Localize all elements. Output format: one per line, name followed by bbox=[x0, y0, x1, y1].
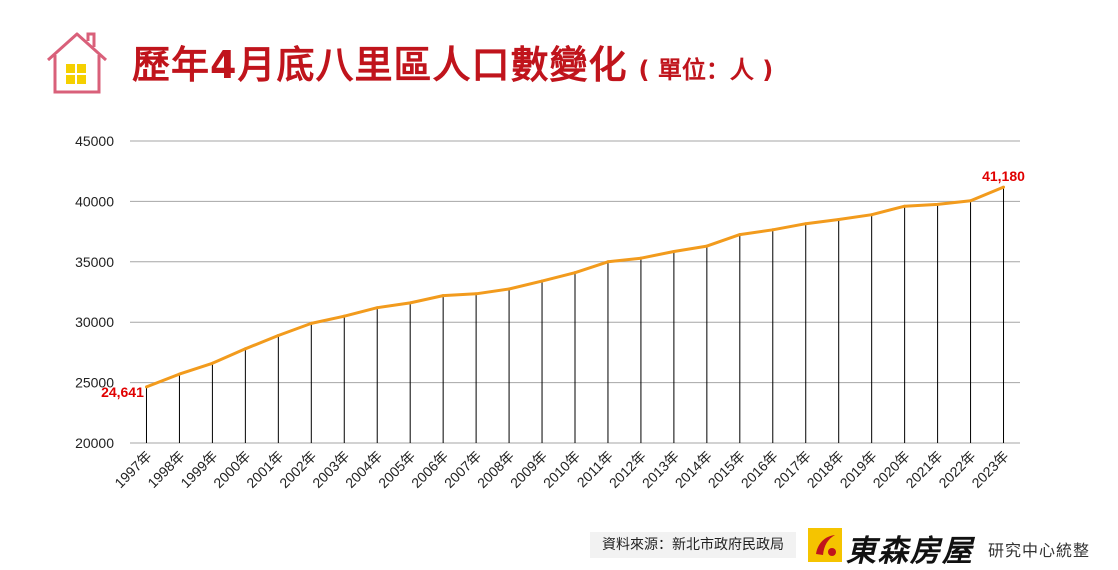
data-label: 24,641 bbox=[101, 384, 144, 400]
data-point bbox=[771, 228, 775, 232]
data-point bbox=[573, 271, 577, 275]
data-point bbox=[408, 301, 412, 305]
data-point bbox=[969, 199, 973, 203]
unit-label: ( 單位：人 ) bbox=[638, 56, 774, 84]
data-point bbox=[210, 361, 214, 365]
data-point bbox=[738, 233, 742, 237]
data-point bbox=[243, 347, 247, 351]
data-point bbox=[177, 372, 181, 376]
data-label: 41,180 bbox=[982, 168, 1025, 184]
chart-title: 歷年4月底八里區人口數變化 bbox=[132, 43, 628, 87]
data-point bbox=[342, 314, 346, 318]
x-tick-label: 2010年 bbox=[540, 448, 583, 491]
y-tick-label: 20000 bbox=[75, 435, 114, 451]
data-point bbox=[705, 244, 709, 248]
brand-name: 東森房屋 bbox=[846, 534, 974, 569]
data-point bbox=[474, 292, 478, 296]
data-point bbox=[936, 202, 940, 206]
house-with-window-icon bbox=[46, 32, 108, 94]
data-point bbox=[672, 250, 676, 254]
data-point bbox=[309, 321, 313, 325]
brand-subtitle: 研究中心統整 bbox=[988, 541, 1091, 560]
data-point bbox=[375, 306, 379, 310]
y-tick-label: 35000 bbox=[75, 254, 114, 270]
y-tick-label: 25000 bbox=[75, 375, 114, 391]
data-point bbox=[144, 385, 148, 389]
data-point bbox=[903, 204, 907, 208]
data-point bbox=[804, 222, 808, 226]
data-point bbox=[639, 256, 643, 260]
data-point bbox=[540, 279, 544, 283]
data-point bbox=[276, 333, 280, 337]
data-point bbox=[837, 218, 841, 222]
data-point bbox=[1002, 185, 1006, 189]
x-tick-label: 2023年 bbox=[968, 448, 1011, 491]
y-tick-label: 45000 bbox=[75, 133, 114, 149]
brand-logo-icon bbox=[808, 528, 842, 562]
chart-title-block: 歷年4月底八里區人口數變化 ( 單位：人 ) bbox=[132, 34, 773, 89]
data-point bbox=[870, 213, 874, 217]
y-tick-label: 40000 bbox=[75, 193, 114, 209]
y-tick-label: 30000 bbox=[75, 314, 114, 330]
source-note: 資料來源：新北市政府民政局 bbox=[590, 532, 796, 558]
data-point bbox=[606, 260, 610, 264]
data-point bbox=[441, 294, 445, 298]
data-point bbox=[507, 287, 511, 291]
